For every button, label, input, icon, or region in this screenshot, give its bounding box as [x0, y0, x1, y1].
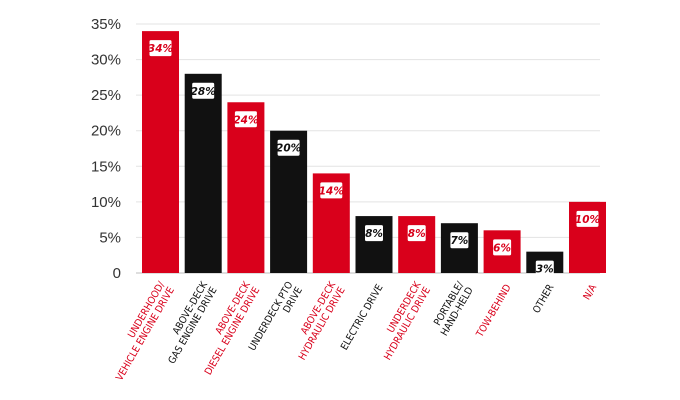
data-label-box [493, 239, 512, 256]
y-tick-label: 30% [91, 52, 121, 69]
data-label: 7% [450, 235, 468, 247]
data-label-box [320, 182, 343, 199]
y-tick-label: 10% [91, 194, 121, 211]
x-tick-label-line: OTHER [531, 283, 556, 316]
data-label: 28% [191, 86, 216, 98]
data-label: 8% [365, 228, 383, 240]
data-label-box [234, 111, 257, 128]
data-label: 6% [493, 242, 511, 254]
data-label-box [365, 225, 383, 242]
y-tick-label: 25% [91, 87, 121, 104]
bar [227, 102, 265, 273]
data-label: 14% [319, 185, 344, 197]
data-label: 24% [233, 114, 258, 126]
data-label-box [277, 139, 300, 156]
data-label-box [450, 232, 469, 249]
x-tick-label: UNDERHOOD/VEHICLE ENGINE DRIVE [114, 279, 177, 383]
bar [355, 216, 393, 273]
x-tick-label-line: TOW-BEHIND [474, 283, 514, 340]
x-tick-label-line: N/A [582, 282, 600, 302]
y-tick-label: 5% [99, 229, 121, 246]
bars: 34% 28% 24% 20% 14% 8% 8% 7% 6% 3% 10% [142, 31, 606, 277]
data-label-box [535, 260, 554, 277]
data-label-box [576, 210, 599, 227]
y-tick-label: 35% [91, 16, 121, 33]
data-label-box [407, 225, 426, 242]
data-label-box [149, 40, 172, 57]
data-label: 10% [575, 214, 600, 226]
data-label: 8% [408, 228, 426, 240]
x-tick-label: N/A [582, 282, 600, 302]
data-label: 34% [148, 43, 173, 55]
data-label-box [192, 82, 215, 99]
x-tick-label: PORTABLE/HAND-HELD [432, 279, 475, 338]
x-axis: UNDERHOOD/VEHICLE ENGINE DRIVEABOVE-DECK… [114, 279, 600, 383]
y-tick-label: 0 [113, 265, 121, 282]
x-tick-label: OTHER [531, 283, 556, 316]
y-tick-label: 15% [91, 158, 121, 175]
bar [398, 216, 436, 273]
bar [142, 31, 179, 273]
y-tick-label: 20% [91, 123, 121, 140]
y-axis: 0 5% 10% 15% 20% 25% 30% 35% [91, 16, 121, 282]
data-label: 20% [276, 143, 301, 155]
x-tick-label: TOW-BEHIND [474, 283, 514, 340]
bar [184, 73, 222, 273]
data-label: 3% [536, 264, 554, 276]
